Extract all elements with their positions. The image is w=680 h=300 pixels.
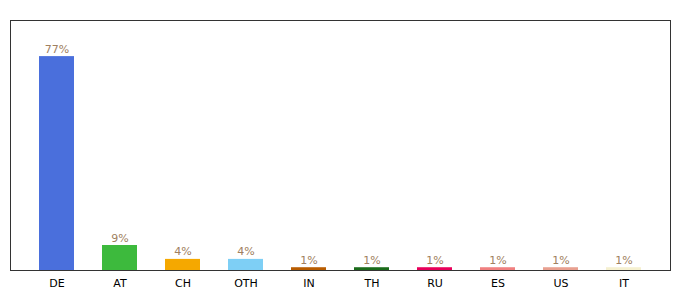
svg-text:DE: DE xyxy=(49,277,64,290)
svg-text:IN: IN xyxy=(303,277,314,290)
svg-text:1%: 1% xyxy=(363,254,380,267)
svg-text:9%: 9% xyxy=(111,232,128,245)
svg-text:1%: 1% xyxy=(489,254,506,267)
svg-text:CH: CH xyxy=(175,277,191,290)
svg-text:4%: 4% xyxy=(237,245,254,258)
svg-text:ES: ES xyxy=(491,277,505,290)
svg-text:1%: 1% xyxy=(300,254,317,267)
svg-text:AT: AT xyxy=(113,277,127,290)
svg-text:OTH: OTH xyxy=(234,277,258,290)
svg-text:4%: 4% xyxy=(174,245,191,258)
svg-text:77%: 77% xyxy=(45,43,69,56)
svg-text:RU: RU xyxy=(427,277,443,290)
svg-text:TH: TH xyxy=(364,277,380,290)
svg-text:1%: 1% xyxy=(615,254,632,267)
svg-text:IT: IT xyxy=(619,277,629,290)
svg-text:US: US xyxy=(553,277,568,290)
svg-text:1%: 1% xyxy=(552,254,569,267)
svg-text:1%: 1% xyxy=(426,254,443,267)
